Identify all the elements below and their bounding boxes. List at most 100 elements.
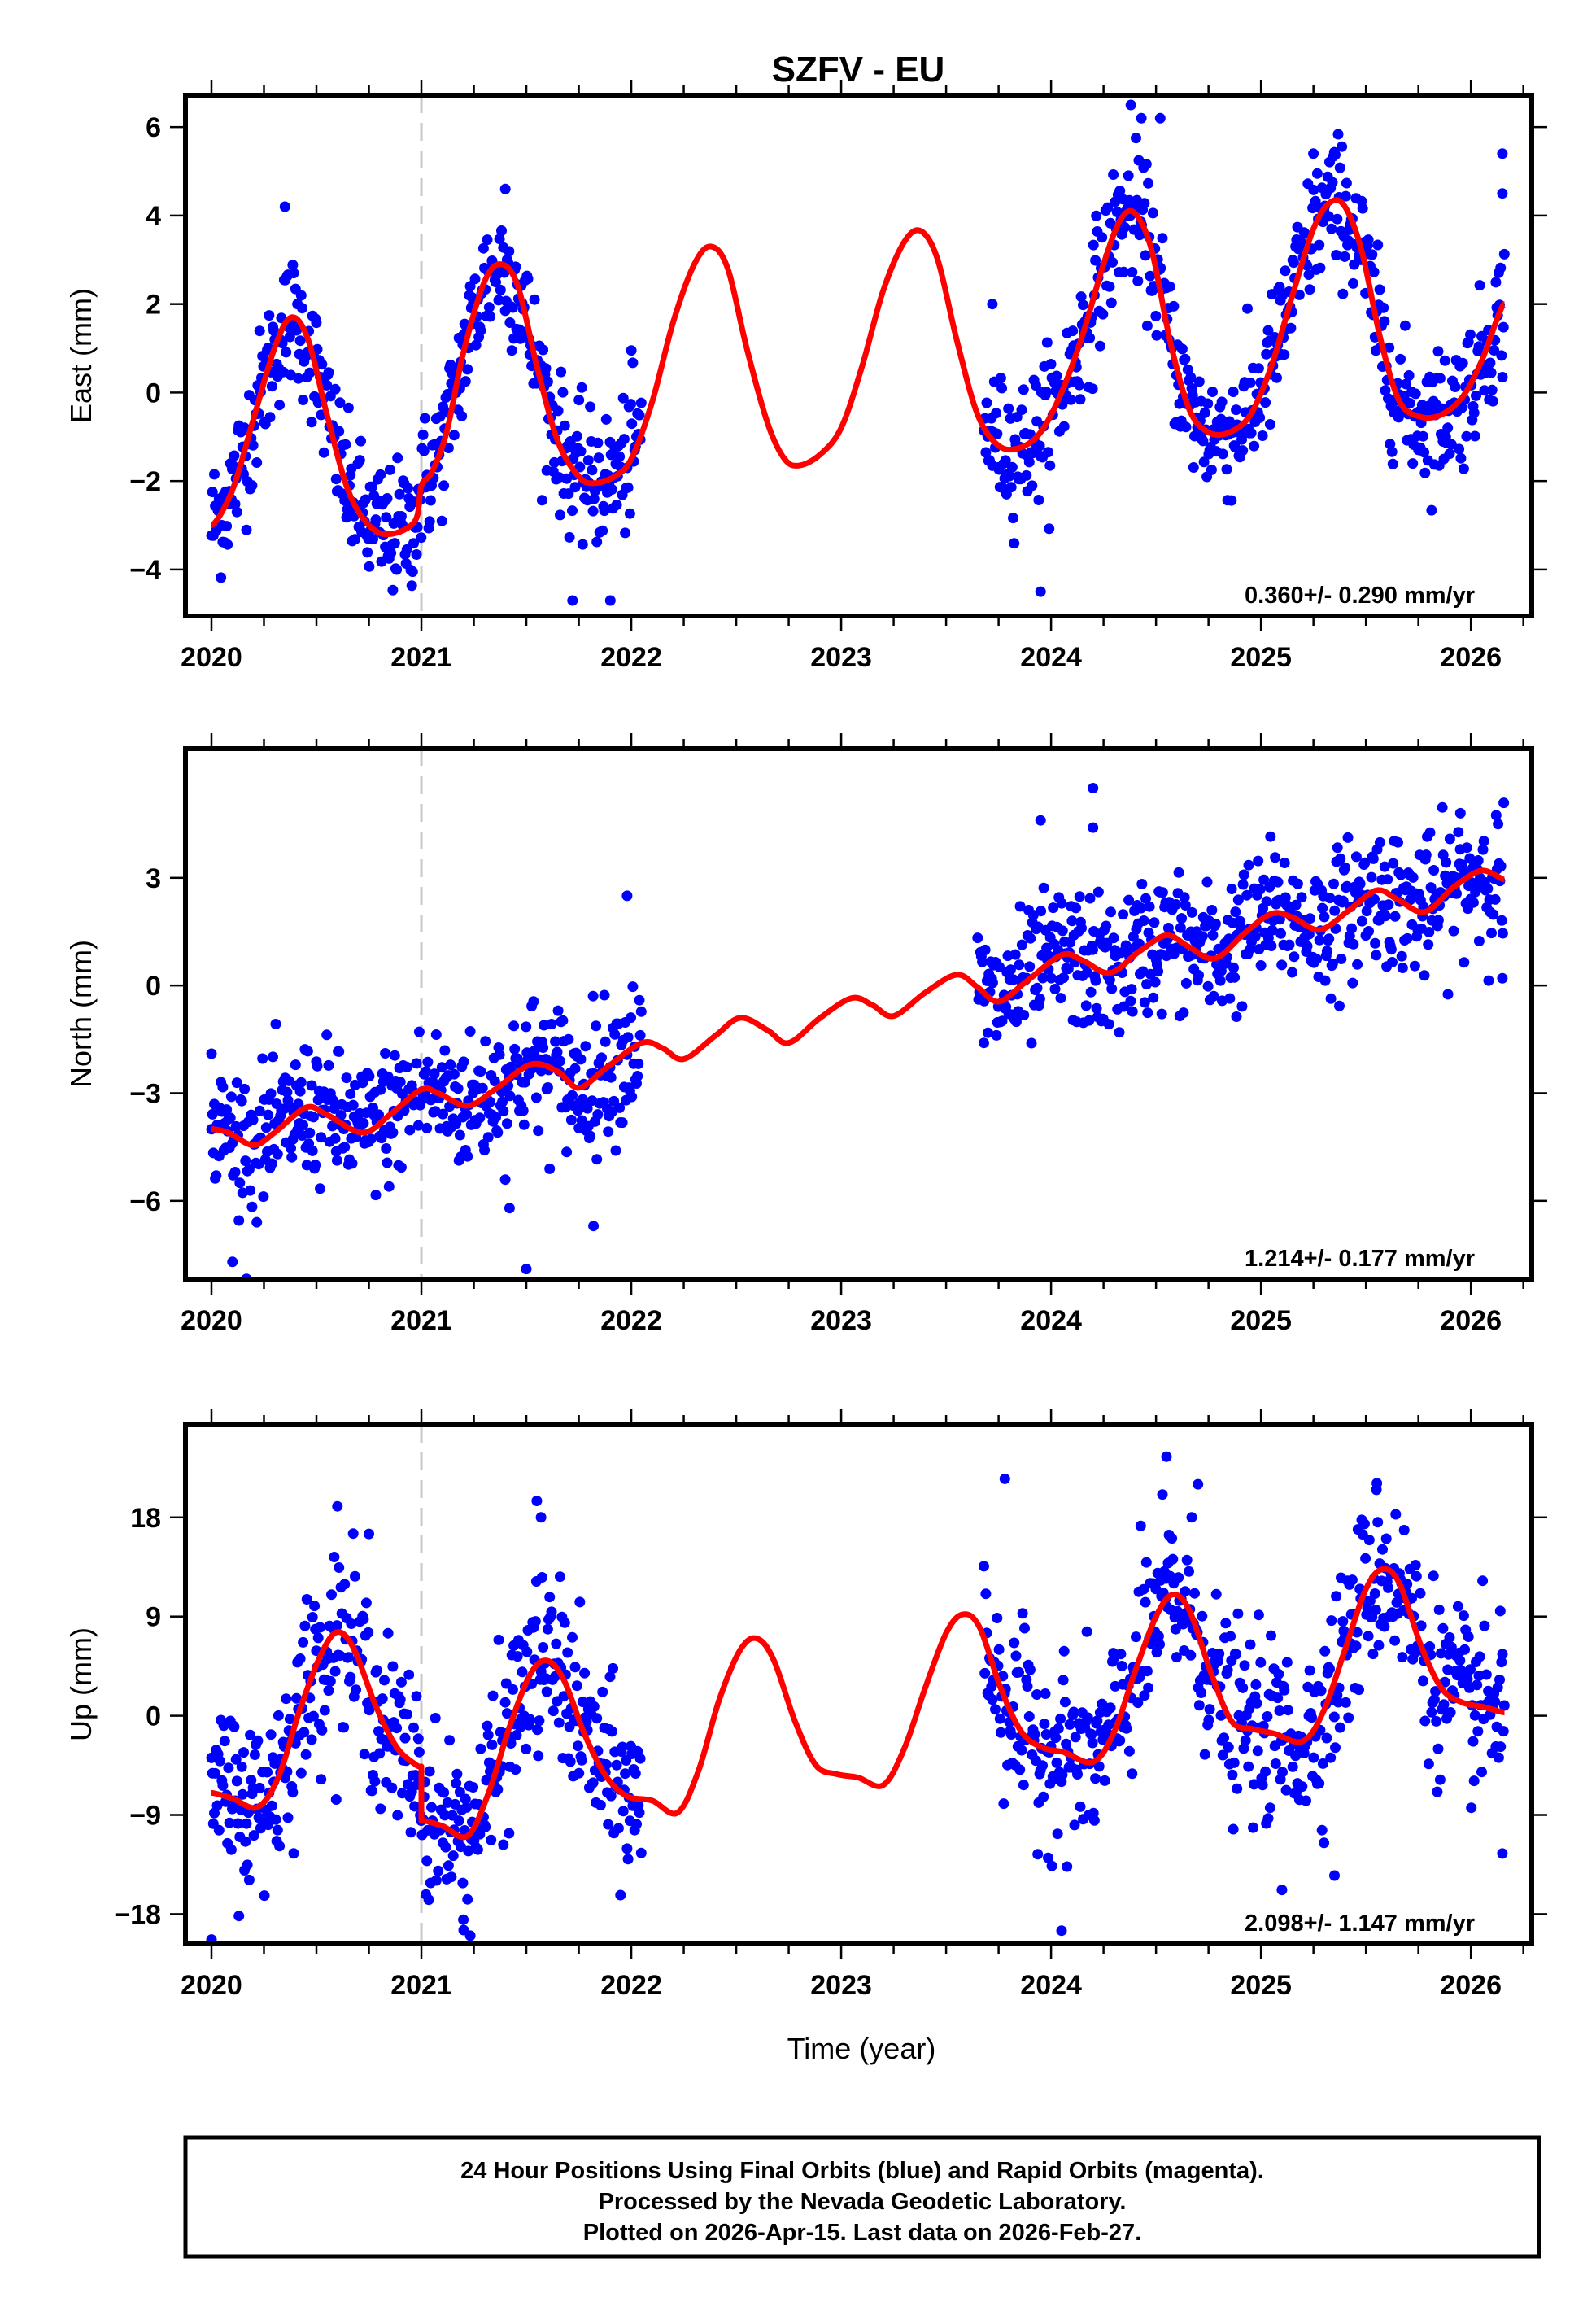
observation-point (1486, 928, 1497, 939)
observation-point (1176, 913, 1188, 924)
observation-point (1321, 1732, 1332, 1744)
observation-point (241, 1818, 252, 1829)
observation-point (1031, 982, 1043, 994)
observation-point (585, 1130, 596, 1142)
observation-point (229, 1721, 240, 1732)
observation-point (536, 495, 547, 506)
observation-point (1126, 984, 1137, 995)
observation-point (517, 1105, 529, 1116)
observation-point (1062, 1861, 1073, 1872)
observation-point (323, 367, 334, 378)
observation-point (1479, 1620, 1490, 1631)
observation-point (1084, 332, 1096, 343)
observation-point (617, 1117, 628, 1129)
observation-point (306, 1080, 317, 1091)
observation-point (1487, 395, 1498, 407)
observation-point (213, 1824, 225, 1836)
observation-point (507, 1684, 518, 1695)
observation-point (1070, 1732, 1081, 1743)
observation-point (401, 1709, 412, 1720)
observation-point (279, 201, 290, 212)
observation-point (315, 1183, 325, 1194)
observation-point (371, 1665, 382, 1676)
observation-point (477, 1082, 488, 1094)
observation-point (386, 548, 397, 559)
observation-point (307, 1710, 319, 1722)
observation-point (451, 1778, 462, 1789)
observation-point (1266, 941, 1277, 951)
observation-point (1397, 1652, 1408, 1663)
observation-point (1467, 1736, 1479, 1747)
observation-point (1009, 1637, 1020, 1649)
observation-point (606, 1726, 617, 1737)
observation-point (1497, 148, 1508, 159)
observation-point (404, 1125, 416, 1136)
observation-point (1023, 1711, 1035, 1722)
observation-point (1018, 1780, 1029, 1791)
observation-point (223, 1762, 234, 1774)
observation-point (1118, 909, 1129, 920)
observation-point (1444, 1631, 1455, 1643)
observation-point (1058, 972, 1069, 984)
observation-point (541, 1686, 552, 1697)
observation-point (1050, 1732, 1062, 1744)
observation-point (1465, 1664, 1476, 1675)
observation-point (419, 413, 430, 424)
observation-point (1145, 270, 1156, 282)
observation-point (1423, 1758, 1434, 1770)
observation-point (1248, 1822, 1258, 1833)
observation-point (1052, 1828, 1063, 1840)
observation-point (1348, 938, 1359, 950)
observation-point (1055, 993, 1066, 1004)
observation-point (451, 1118, 462, 1129)
observation-point (266, 1800, 277, 1811)
observation-point (1482, 883, 1494, 894)
y-tick-label: −9 (129, 1801, 161, 1832)
observation-point (1239, 1660, 1250, 1671)
observation-point (1323, 211, 1334, 222)
observation-point (1459, 1644, 1471, 1655)
observation-point (315, 1622, 325, 1633)
observation-point (387, 1127, 399, 1138)
observation-point (1114, 186, 1126, 196)
observation-point (1497, 1848, 1508, 1859)
observation-point (587, 1777, 599, 1788)
y-tick-label: −3 (129, 1078, 161, 1109)
observation-point (1143, 1682, 1154, 1693)
velocity-rate-label: 1.214+/- 0.177 mm/yr (1245, 1246, 1475, 1272)
observation-point (635, 1006, 647, 1017)
observation-point (1457, 357, 1468, 369)
observation-point (1290, 899, 1302, 911)
observation-point (421, 1855, 433, 1867)
observation-point (522, 273, 534, 285)
observation-point (1232, 1608, 1244, 1619)
observation-point (1005, 482, 1017, 493)
observation-point (1085, 986, 1097, 998)
observation-point (258, 1191, 269, 1203)
y-tick-label: 18 (130, 1503, 161, 1534)
observation-point (1005, 964, 1016, 976)
observation-point (622, 482, 634, 493)
observation-point (1189, 1588, 1200, 1599)
observation-point (368, 534, 378, 545)
observation-point (1370, 937, 1381, 949)
observation-point (323, 1059, 334, 1071)
observation-point (1262, 325, 1274, 336)
observation-point (1156, 1008, 1167, 1020)
observation-point (443, 1860, 454, 1871)
observation-point (1231, 1649, 1242, 1660)
observation-point (1327, 177, 1338, 188)
x-tick-label: 2026 (1440, 642, 1502, 673)
observation-point (1071, 902, 1082, 914)
observation-point (249, 1749, 260, 1760)
observation-point (1352, 959, 1363, 970)
x-tick-label: 2020 (181, 1305, 242, 1336)
observation-point (1260, 397, 1271, 408)
observation-point (1003, 403, 1014, 414)
observation-point (1467, 897, 1479, 908)
observation-point (981, 397, 992, 408)
observation-point (571, 1680, 582, 1692)
observation-point (380, 1048, 391, 1059)
x-tick-label: 2024 (1020, 1970, 1082, 2001)
observation-point (294, 1653, 306, 1664)
